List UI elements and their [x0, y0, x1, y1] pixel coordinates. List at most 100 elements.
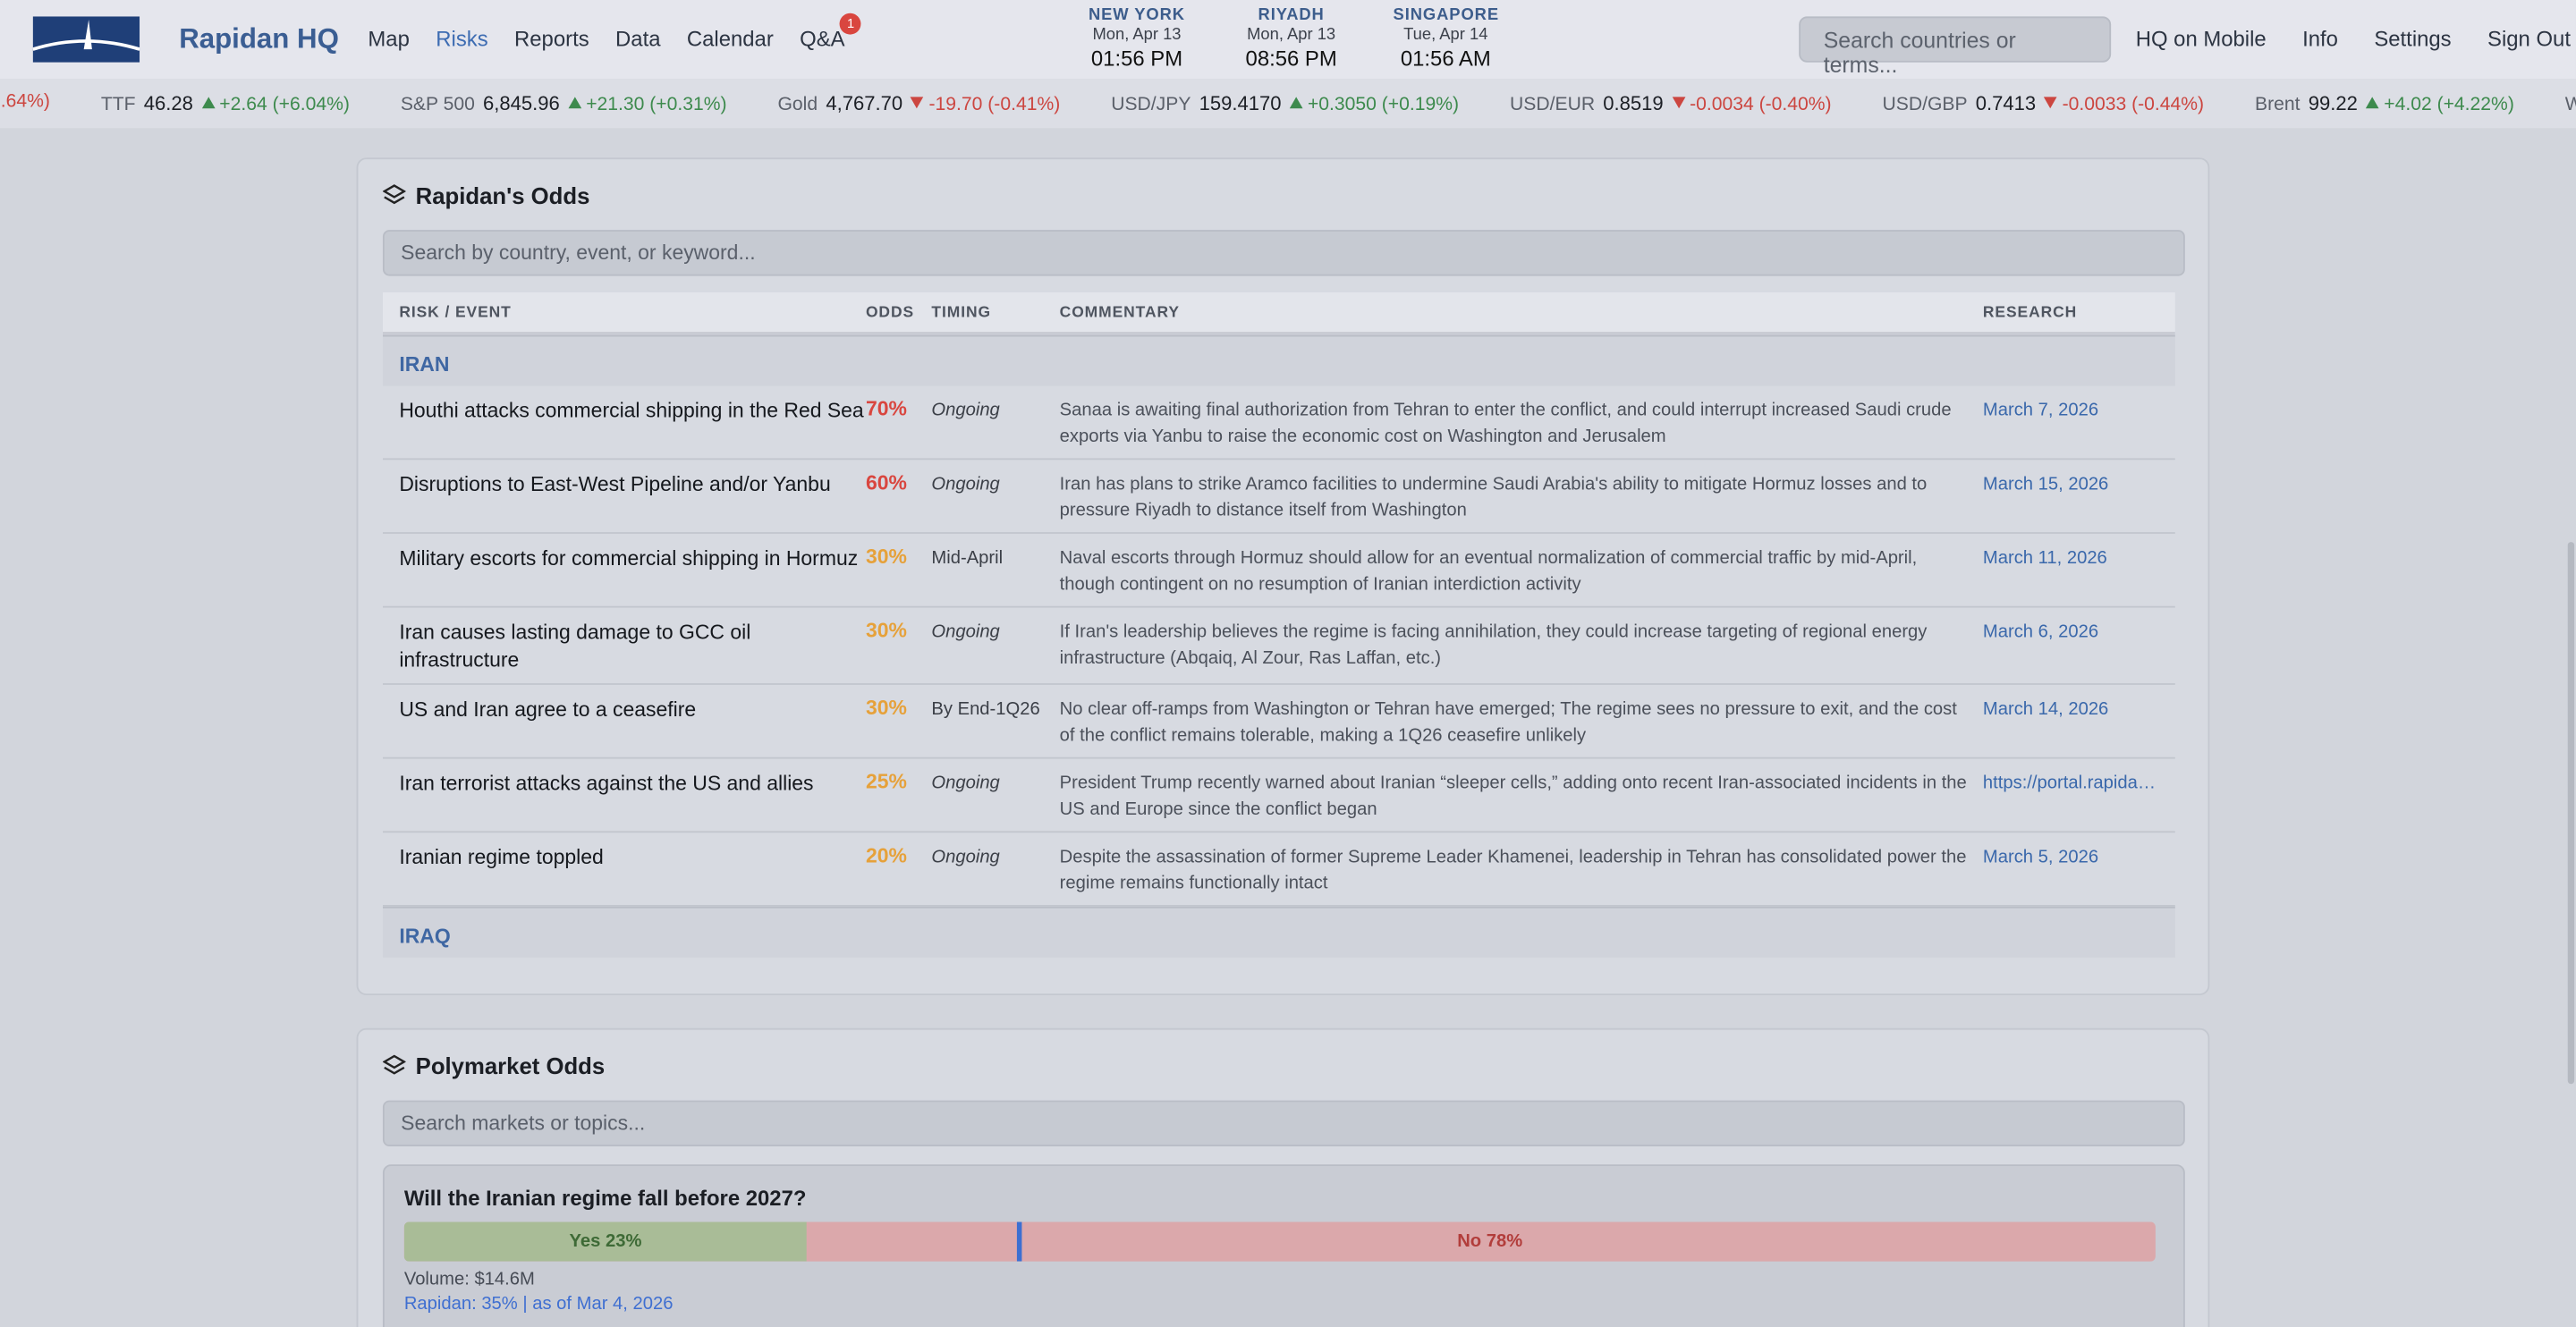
page-scrollbar[interactable] — [2567, 542, 2575, 1085]
ticker-name: USD/JPY — [1111, 95, 1191, 115]
research-link[interactable]: March 5, 2026 — [1982, 847, 2099, 867]
research-link[interactable]: March 7, 2026 — [1982, 401, 2099, 421]
odds-row[interactable]: Operationally-driven infrastructure outa… — [383, 958, 2175, 969]
title-text: Rapidan's Odds — [415, 182, 590, 209]
search-input[interactable]: Search countries or terms... — [1799, 16, 2112, 77]
column-header: RISK / EVENT — [399, 302, 512, 322]
nav-link[interactable]: Risks — [436, 26, 488, 51]
header-link[interactable]: Info — [2302, 26, 2338, 51]
ticker-item: USD/GBP 0.7413 -0.0033 (-0.44%) — [1883, 92, 2205, 115]
odds-table: RISK / EVENT ODDS TIMING COMMENTARY RESEARCH… — [382, 292, 2185, 969]
column-header: ODDS — [865, 302, 915, 322]
clock-date: Mon, Apr 13 — [1092, 26, 1182, 45]
ticker-price: 46.28 — [143, 91, 193, 115]
header-link[interactable]: HQ on Mobile — [2135, 26, 2267, 51]
polymarket-card: Polymarket Odds Search markets or topics… — [356, 1027, 2210, 1327]
logo[interactable] — [32, 16, 140, 63]
clock-date: Mon, Apr 13 — [1247, 26, 1336, 45]
notification-badge: 1 — [840, 13, 862, 35]
nav-link[interactable]: Q&A 1 — [800, 13, 862, 51]
header-links: HQ on Mobile Info Settings Sign Out — [2136, 26, 2571, 51]
commentary: Despite the assassination of former Supr… — [1059, 847, 1967, 894]
group-header: IRAQ — [382, 906, 2175, 958]
market-volume: Volume: $14.6M — [403, 1269, 535, 1289]
no-segment: No 78% — [807, 1221, 2156, 1262]
nav-link[interactable]: Reports — [514, 26, 589, 51]
ticker-change: -0.0033 (-0.44%) — [2062, 95, 2205, 115]
odds: 20% — [865, 844, 907, 867]
title-text: Polymarket Odds — [415, 1052, 606, 1079]
ticker-item: 0.64%) — [0, 92, 50, 115]
event: Disruptions to East-West Pipeline and/or… — [399, 472, 831, 496]
market-card[interactable]: Will the Iranian regime fall before 2027… — [382, 1164, 2185, 1327]
nav: Map Risks Reports Data Calendar Q&A 1 — [368, 13, 862, 51]
odds: 60% — [865, 471, 907, 494]
ticker-arrow — [911, 97, 925, 109]
odds-row[interactable]: Military escorts for commercial shipping… — [382, 534, 2175, 608]
odds-row[interactable]: Iran causes lasting damage to GCC oil in… — [382, 608, 2175, 685]
ticker-name: Brent — [2255, 95, 2301, 115]
column-header: RESEARCH — [1982, 302, 2078, 322]
event: US and Iran agree to a ceasefire — [399, 697, 697, 722]
commentary: Sanaa is awaiting final authorization fr… — [1059, 401, 1952, 447]
event: Iran terrorist attacks against the US an… — [399, 772, 814, 795]
ticker-change: +4.02 (+4.22%) — [2384, 95, 2514, 115]
ticker-item: Gold 4,767.70 -19.70 (-0.41%) — [778, 92, 1061, 115]
ticker: 0.64%) TTF 46.28 +2.64 (+6.04%) S&P 500 6,845… — [0, 79, 2576, 129]
research-link[interactable]: March 15, 2026 — [1982, 474, 2109, 494]
market-question: Will the Iranian regime fall before 2027… — [403, 1186, 807, 1211]
ticker-item: Brent 99.22 +4.02 (+4.22%) — [2255, 92, 2514, 115]
odds-row[interactable]: Disruptions to East-West Pipeline and/or… — [382, 460, 2175, 534]
ticker-item: WTI98.96 — [2565, 92, 2576, 115]
research-link[interactable]: March 11, 2026 — [1982, 548, 2107, 569]
odds: 30% — [865, 545, 907, 569]
timing: By End-1Q26 — [931, 699, 1040, 720]
odds-row[interactable]: Iranian regime toppled 20% Ongoing Despite … — [382, 833, 2175, 907]
ticker-item: S&P 500 6,845.96 +21.30 (+0.31%) — [401, 92, 727, 115]
research-link[interactable]: https://portal.rapidan.com — [1982, 773, 2164, 794]
polymarket-search[interactable]: Search markets or topics... — [382, 1100, 2185, 1147]
ticker-change: -19.70 (-0.41%) — [928, 95, 1061, 115]
event: Military escorts for commercial shipping… — [399, 546, 859, 571]
ticker-name: Gold — [777, 95, 818, 115]
research-link[interactable]: March 14, 2026 — [1982, 699, 2109, 720]
ticker-arrow — [1671, 97, 1685, 109]
odds-row[interactable]: Iran terrorist attacks against the US an… — [382, 759, 2175, 833]
brand[interactable]: Rapidan HQ — [179, 22, 339, 55]
odds-row[interactable]: US and Iran agree to a ceasefire 30% By En… — [382, 685, 2175, 759]
header-link[interactable]: Settings — [2374, 26, 2452, 51]
ticker-name: TTF — [100, 95, 136, 115]
ticker-change: +0.3050 (+0.19%) — [1307, 95, 1460, 115]
odds-row[interactable]: Houthi attacks commercial shipping in th… — [382, 386, 2175, 461]
event: Iran causes lasting damage to GCC oil in… — [399, 621, 751, 672]
group-header: IRAN — [382, 334, 2175, 386]
odds-card: Rapidan's Odds Search by country, event,… — [356, 157, 2210, 996]
card-title: Rapidan's Odds — [382, 182, 590, 209]
commentary: Naval escorts through Hormuz should allo… — [1059, 548, 1918, 595]
nav-link[interactable]: Map — [368, 26, 410, 51]
header-link[interactable]: Sign Out — [2487, 26, 2571, 51]
clock-city: NEW YORK — [1088, 6, 1186, 25]
odds-bar: Yes 23% No 78% — [403, 1221, 2156, 1262]
odds-search[interactable]: Search by country, event, or keyword... — [382, 230, 2185, 276]
ticker-change: +21.30 (+0.31%) — [586, 95, 727, 115]
research-link[interactable]: March 6, 2026 — [1982, 622, 2099, 643]
commentary: Iran has plans to strike Aramco faciliti… — [1059, 474, 1928, 521]
nav-link[interactable]: Data — [615, 26, 661, 51]
ticker-item: TTF 46.28 +2.64 (+6.04%) — [101, 92, 350, 115]
timing: Ongoing — [931, 847, 1000, 867]
timing: Mid-April — [931, 548, 1004, 569]
ticker-price: 0.8519 — [1603, 91, 1664, 115]
ticker-arrow — [1289, 97, 1303, 109]
clock-time: 01:56 AM — [1400, 46, 1491, 71]
timing: Ongoing — [931, 474, 1000, 494]
yes-segment: Yes 23% — [403, 1221, 808, 1262]
timing: Ongoing — [931, 773, 1000, 794]
layers-icon — [382, 184, 406, 205]
ticker-price: 99.22 — [2308, 91, 2358, 115]
odds: 30% — [865, 619, 907, 643]
ticker-name: S&P 500 — [400, 95, 475, 115]
ticker-arrow — [2044, 97, 2058, 109]
nav-link[interactable]: Calendar — [686, 26, 774, 51]
ticker-arrow — [2366, 97, 2379, 109]
